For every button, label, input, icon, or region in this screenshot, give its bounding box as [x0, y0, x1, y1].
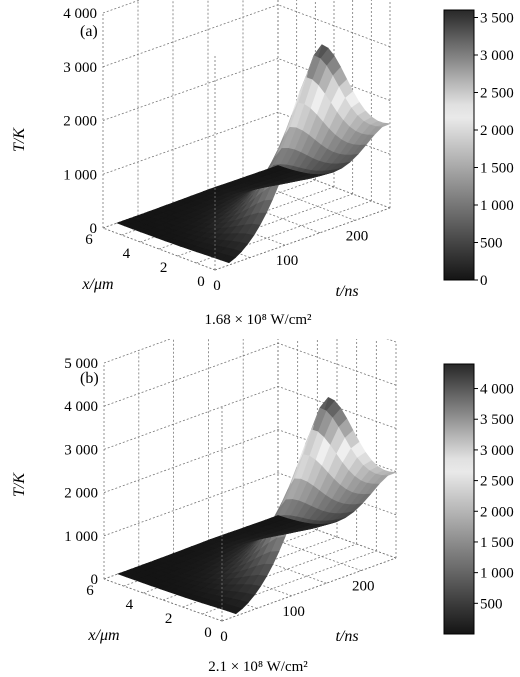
surface-patch — [116, 220, 133, 227]
grid-line — [177, 193, 353, 257]
x-tick-label: 6 — [86, 583, 94, 599]
colorbar-tick-label: 4 000 — [480, 382, 514, 398]
caption-b: 2.1 × 10⁸ W/cm² — [208, 659, 308, 675]
axis-edge — [214, 207, 391, 271]
colorbar-tick-label: 3 000 — [480, 48, 514, 64]
x-tick-label: 0 — [197, 274, 205, 290]
grid-line — [103, 386, 279, 450]
colorbar-tick-label: 1 000 — [480, 566, 514, 582]
colorbar-tick-label: 1 500 — [480, 161, 514, 177]
x-tick-label: 6 — [85, 232, 93, 248]
surface-patch — [117, 571, 134, 578]
colorbar-tick-label: 3 500 — [480, 11, 514, 27]
grid-line — [103, 339, 172, 364]
x-axis-label-a: x/μm — [81, 276, 113, 293]
z-tick-label: 4 000 — [63, 6, 97, 22]
grid-line — [102, 111, 279, 175]
t-tick-label: 200 — [352, 579, 375, 595]
z-tick-label: 1 000 — [63, 167, 97, 183]
grid-line — [103, 429, 279, 493]
z-tick-label: 4 000 — [64, 399, 98, 415]
z-tick-label: 3 000 — [63, 60, 97, 76]
colorbar — [443, 9, 475, 281]
colorbar-tick-label: 2 000 — [480, 504, 514, 520]
z-tick-label: 2 000 — [64, 486, 98, 502]
grid-line — [182, 543, 357, 608]
grid-line — [103, 472, 279, 537]
grid-line — [102, 0, 141, 14]
z-axis-label-b: T/K — [11, 472, 28, 497]
t-tick-label: 100 — [276, 253, 299, 269]
grid-line — [103, 342, 279, 407]
x-tick-label: 2 — [160, 260, 168, 276]
t-tick-label: 100 — [282, 604, 305, 620]
panel-label-a: (a) — [80, 23, 98, 40]
z-tick-label: 0 — [90, 221, 98, 237]
axis-edge — [103, 578, 223, 622]
grid-line — [277, 342, 397, 386]
z-tick-label: 2 000 — [63, 114, 97, 130]
colorbar-tick-label: 2 000 — [480, 123, 514, 139]
z-tick-label: 1 000 — [64, 529, 98, 545]
z-tick-label: 3 000 — [64, 442, 98, 458]
x-axis-label-b: x/μm — [87, 627, 119, 644]
colorbar-tick-label: 0 — [480, 273, 488, 289]
colorbar-tick-label: 3 000 — [480, 443, 514, 459]
t-tick-label: 200 — [346, 228, 369, 244]
t-tick-label: 0 — [213, 278, 221, 294]
z-axis-label-a: T/K — [11, 127, 28, 152]
x-tick-label: 0 — [204, 625, 212, 641]
grid-line — [102, 4, 279, 68]
colorbar — [443, 363, 475, 635]
x-tick-label: 4 — [126, 597, 134, 613]
grid-line — [196, 200, 372, 264]
colorbar-tick-label: 2 500 — [480, 474, 514, 490]
axis-edge — [221, 557, 397, 622]
grid-line — [277, 429, 397, 472]
grid-line — [277, 386, 397, 429]
colorbar-tick-label: 2 500 — [480, 86, 514, 102]
z-tick-label: 0 — [91, 572, 99, 588]
colorbar-tick-label: 3 500 — [480, 412, 514, 428]
x-tick-label: 2 — [165, 611, 173, 627]
panel-label-b: (b) — [80, 370, 99, 387]
colorbar-tick-label: 500 — [480, 236, 503, 252]
grid-line — [102, 58, 279, 121]
t-axis-label-a: t/ns — [335, 283, 358, 300]
x-tick-label: 4 — [123, 246, 131, 262]
colorbar-tick-label: 500 — [480, 596, 503, 612]
z-tick-label: 5 000 — [64, 356, 98, 372]
colorbar-tick-label: 1 000 — [480, 198, 514, 214]
colorbar-tick-label: 1 500 — [480, 535, 514, 551]
grid-line — [202, 550, 377, 615]
caption-a: 1.68 × 10⁸ W/cm² — [204, 312, 312, 328]
t-axis-label-b: t/ns — [335, 628, 358, 645]
t-tick-label: 0 — [220, 629, 228, 645]
